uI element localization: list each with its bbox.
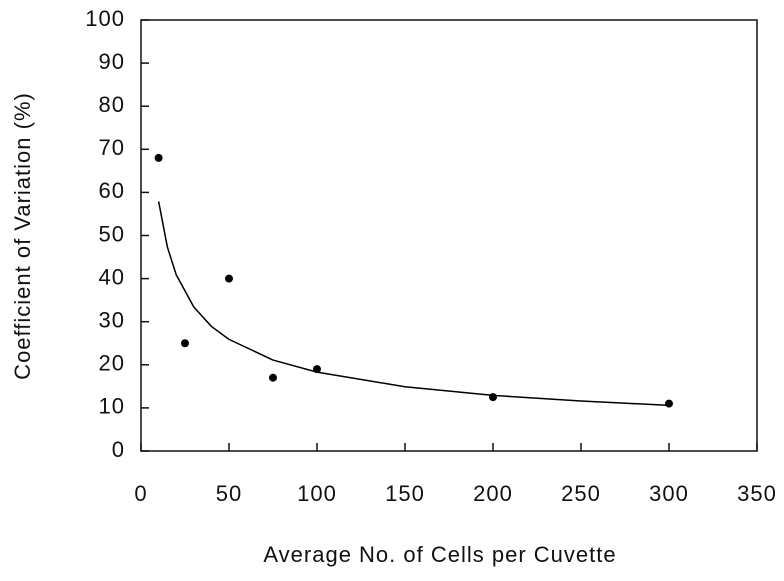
x-tick-label: 200	[473, 481, 513, 506]
y-tick-label: 70	[99, 135, 125, 160]
y-tick-label: 80	[99, 92, 125, 117]
data-point	[181, 339, 189, 348]
x-tick-label: 150	[385, 481, 425, 506]
data-point	[665, 399, 673, 408]
y-tick-label: 30	[99, 308, 125, 333]
y-tick-label: 40	[99, 264, 125, 289]
y-tick-label: 60	[99, 178, 125, 203]
x-tick-label: 250	[561, 481, 601, 506]
y-axis-label: Coefficient of Variation (%)	[10, 92, 35, 380]
y-tick-label: 20	[99, 351, 125, 376]
y-tick-label: 90	[99, 49, 125, 74]
x-tick-label: 350	[737, 481, 777, 506]
fit-curve	[157, 201, 670, 407]
y-tick-label: 100	[85, 6, 125, 31]
data-point	[489, 393, 497, 402]
x-tick-label: 50	[216, 481, 242, 506]
y-tick-label: 0	[112, 437, 125, 462]
y-tick-label: 50	[99, 221, 125, 246]
x-tick-label: 300	[649, 481, 689, 506]
data-point	[269, 373, 277, 382]
plot-frame	[140, 19, 758, 452]
x-tick-label: 0	[134, 481, 147, 506]
x-tick-label: 100	[297, 481, 337, 506]
data-point	[225, 274, 233, 283]
y-tick-label: 10	[99, 394, 125, 419]
x-axis-label: Average No. of Cells per Cuvette	[263, 542, 616, 567]
data-point	[154, 153, 163, 162]
